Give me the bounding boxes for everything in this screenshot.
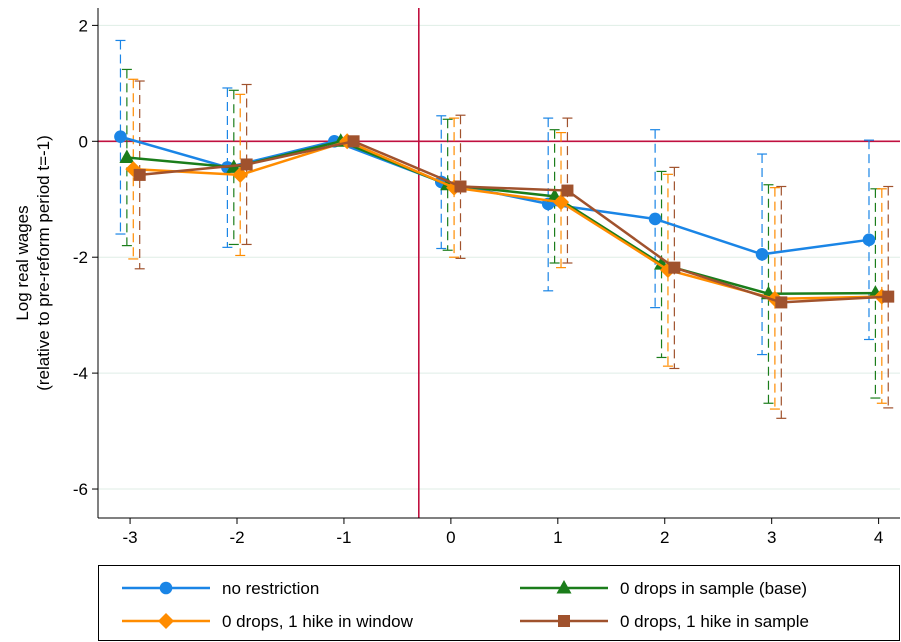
series-line [139,139,889,304]
data-point [648,212,662,226]
legend-label: 0 drops, 1 hike in sample [620,612,809,631]
data-point [232,166,249,183]
y-tick-label: -6 [73,480,88,499]
x-axis: -3 -2 -1 0 1 2 3 4 [98,517,900,547]
data-point [862,233,876,247]
x-tick-label: -3 [123,528,138,547]
legend-item: 0 drops, 1 hike in window [122,612,414,631]
y-axis-title-line: (relative to pre-reform period t=-1) [34,135,53,391]
x-tick-label: -2 [229,528,244,547]
legend-item: no restriction [122,579,319,598]
data-point [668,261,681,274]
series-1 [121,68,881,404]
legend-label: 0 drops, 1 hike in window [222,612,414,631]
series-line [120,135,870,256]
legend-swatch-marker [158,613,174,629]
y-tick-label: 2 [79,16,88,35]
legend-label: 0 drops in sample (base) [620,579,807,598]
x-tick-label: 1 [553,528,562,547]
legend-item: 0 drops in sample (base) [520,579,807,598]
legend-swatch-marker [558,615,570,627]
y-tick-label: 0 [79,132,88,151]
legend-swatch-marker [159,581,173,595]
y-tick-label: -4 [73,364,88,383]
y-axis: 2 0 -2 -4 -6 [73,8,99,518]
x-tick-label: 0 [446,528,455,547]
series-line-group-3 [133,135,895,309]
legend-box [98,565,900,641]
series-0 [115,39,874,356]
legend: no restriction 0 drops in sample (base) 0 … [98,565,900,641]
y-axis-title-line: Log real wages [13,205,32,320]
x-tick-label: -1 [336,528,351,547]
legend-swatch-marker [556,580,572,594]
x-tick-label: 4 [874,528,883,547]
data-point [454,180,467,193]
data-point [119,149,135,164]
data-point [553,194,570,211]
x-tick-label: 3 [767,528,776,547]
legend-item: 0 drops, 1 hike in sample [520,612,809,631]
plot-area [98,8,900,518]
data-point [775,296,788,309]
x-tick-label: 2 [660,528,669,547]
series-line-group-0 [114,130,876,261]
legend-label: no restriction [222,579,319,598]
data-point [347,135,360,148]
data-point [114,130,127,143]
series-3 [134,80,894,419]
data-point [561,184,574,197]
data-point [755,248,769,261]
y-tick-label: -2 [73,248,88,267]
data-point [133,168,146,181]
y-axis-title: Log real wages (relative to pre-reform pe… [13,135,53,391]
data-point [240,158,253,171]
data-point [882,290,895,303]
